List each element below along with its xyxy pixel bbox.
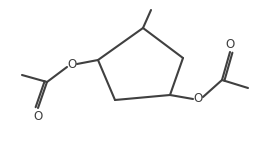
Text: O: O — [225, 37, 234, 50]
Text: O: O — [67, 58, 77, 71]
Text: O: O — [193, 93, 203, 106]
Text: O: O — [34, 109, 43, 122]
